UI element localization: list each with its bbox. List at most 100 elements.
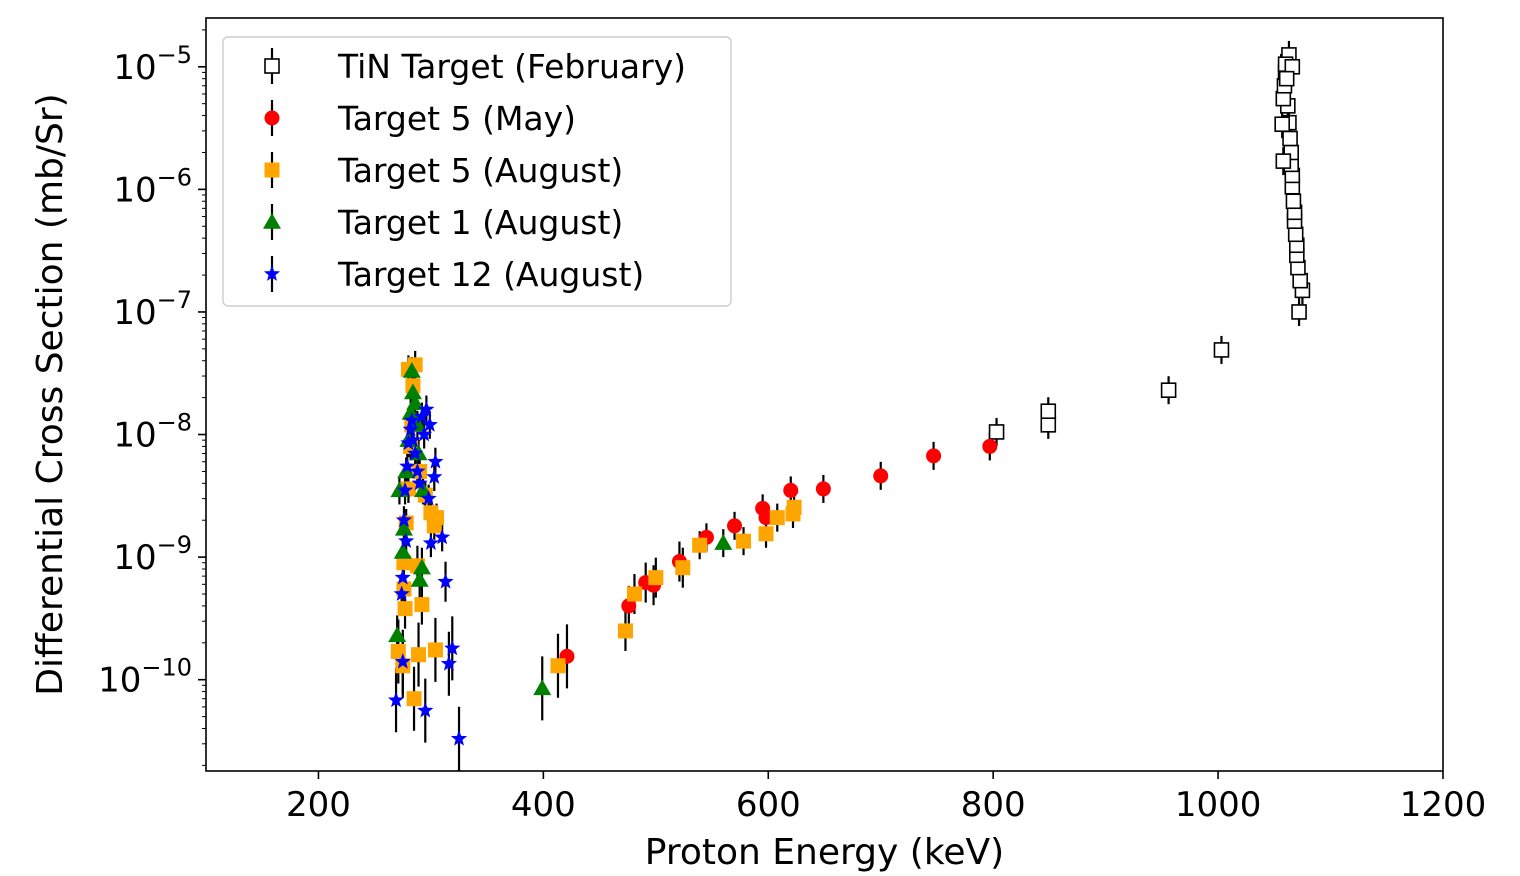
point-target-1-august <box>410 571 429 587</box>
legend-marker <box>264 110 280 126</box>
point-target-12-august <box>409 462 426 479</box>
point-tin-target-february <box>988 424 1005 440</box>
legend-label: Target 12 (August) <box>337 255 644 294</box>
point-target-5-august <box>427 642 443 658</box>
point-tin-target-february <box>1292 272 1308 289</box>
point-target-5-may <box>982 438 998 454</box>
point-target-12-august <box>395 511 412 528</box>
data-points-layer <box>387 47 1311 746</box>
point-tin-target-february <box>1285 193 1302 210</box>
point-tin-target-february <box>1278 70 1295 87</box>
point-target-12-august <box>387 691 405 708</box>
legend-marker <box>264 162 280 178</box>
point-target-1-august <box>406 394 425 410</box>
x-axis-ticks: 200 400 600 800 1000 1200 <box>286 771 1486 825</box>
x-tick-label: 200 <box>286 785 351 825</box>
y-tick-label: 10−5 <box>113 41 192 88</box>
y-tick-label: 10−7 <box>113 286 192 333</box>
point-target-1-august <box>403 383 422 400</box>
legend-marker <box>263 265 281 281</box>
point-target-1-august <box>401 403 420 420</box>
y-tick-label: 10−9 <box>113 531 192 578</box>
point-target-5-may <box>621 598 637 614</box>
point-target-12-august <box>437 573 454 589</box>
legend-frame <box>222 36 732 307</box>
point-target-5-august <box>769 510 785 526</box>
point-target-5-august <box>426 518 442 534</box>
point-target-5-august <box>617 623 633 639</box>
point-target-12-august <box>399 457 416 474</box>
point-target-5-august <box>758 526 774 542</box>
point-target-12-august <box>427 453 444 469</box>
point-tin-target-february <box>1160 382 1177 398</box>
point-target-12-august <box>404 431 421 448</box>
point-target-1-august <box>714 534 733 550</box>
point-target-5-august <box>414 597 430 613</box>
point-target-12-august <box>416 426 433 442</box>
point-target-12-august <box>411 474 428 491</box>
point-target-12-august <box>434 528 451 545</box>
point-target-5-august <box>626 586 642 602</box>
point-target-5-may <box>926 448 942 464</box>
point-target-12-august <box>403 412 420 428</box>
y-axis-label: Differential Cross Section (mb/Sr) <box>30 93 71 695</box>
point-tin-target-february <box>1287 226 1304 243</box>
point-target-12-august <box>394 653 411 669</box>
point-target-5-august <box>396 555 412 571</box>
plot-frame <box>205 17 1444 772</box>
point-target-5-may <box>783 482 799 498</box>
point-target-5-may <box>873 468 889 484</box>
point-target-1-august <box>412 558 431 575</box>
point-target-12-august <box>402 420 419 437</box>
x-tick-label: 600 <box>736 785 801 825</box>
legend-label: Target 5 (August) <box>337 151 623 190</box>
point-target-5-may <box>727 518 743 534</box>
point-target-12-august <box>396 481 414 498</box>
point-target-5-august <box>411 647 427 663</box>
legend-label: Target 5 (May) <box>337 99 576 138</box>
point-target-12-august <box>450 730 468 746</box>
point-target-5-august <box>675 560 691 576</box>
x-axis-label: Proton Energy (keV) <box>645 832 1004 873</box>
point-target-5-august <box>692 537 708 553</box>
point-tin-target-february <box>1291 304 1307 320</box>
point-target-5-august <box>736 533 752 549</box>
point-target-5-august <box>406 691 422 707</box>
x-tick-label: 800 <box>961 785 1026 825</box>
legend: TiN Target (February) Target 5 (May) Targe… <box>222 36 732 307</box>
y-axis-ticks: 10−10 10−9 10−8 10−7 10−6 10−5 <box>98 29 206 766</box>
y-tick-label: 10−6 <box>113 163 192 210</box>
x-tick-label: 1200 <box>1400 785 1487 825</box>
point-tin-target-february <box>1275 90 1292 107</box>
point-target-12-august <box>444 639 461 656</box>
point-target-12-august <box>407 445 424 461</box>
x-tick-label: 1000 <box>1175 785 1262 825</box>
point-tin-target-february <box>1040 417 1057 433</box>
point-target-1-august <box>394 519 413 536</box>
point-target-1-august <box>388 626 407 643</box>
y-tick-label: 10−8 <box>113 409 192 456</box>
point-target-12-august <box>393 585 410 601</box>
legend-label: Target 1 (August) <box>337 203 623 242</box>
point-target-5-august <box>648 570 664 586</box>
point-target-12-august <box>417 702 434 718</box>
point-target-12-august <box>440 655 457 671</box>
point-tin-target-february <box>1040 403 1057 420</box>
point-target-5-august <box>390 643 406 659</box>
point-target-12-august <box>422 534 439 551</box>
point-target-12-august <box>394 569 411 585</box>
point-target-5-august <box>550 658 566 674</box>
legend-marker <box>263 213 281 229</box>
point-tin-target-february <box>1282 130 1298 147</box>
legend-label: TiN Target (February) <box>337 47 686 86</box>
point-target-12-august <box>420 490 437 506</box>
point-target-12-august <box>421 416 438 432</box>
point-tin-target-february <box>1274 116 1290 133</box>
point-target-1-august <box>533 679 552 696</box>
point-target-5-august <box>397 601 413 617</box>
point-target-1-august <box>402 361 421 378</box>
point-target-5-august <box>786 499 802 515</box>
legend-marker <box>264 58 280 74</box>
point-tin-target-february <box>1213 342 1230 358</box>
